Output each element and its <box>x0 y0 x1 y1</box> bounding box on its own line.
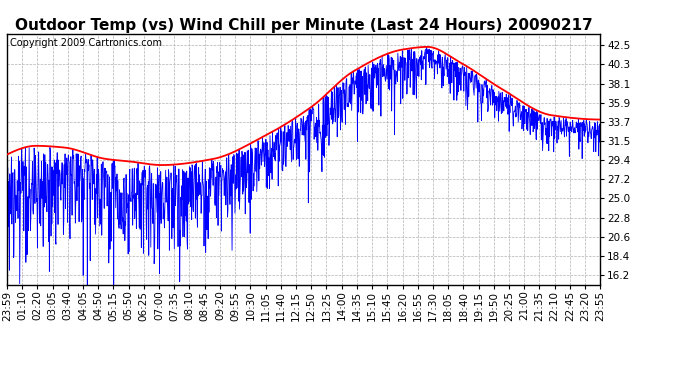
Text: Copyright 2009 Cartronics.com: Copyright 2009 Cartronics.com <box>10 38 162 48</box>
Title: Outdoor Temp (vs) Wind Chill per Minute (Last 24 Hours) 20090217: Outdoor Temp (vs) Wind Chill per Minute … <box>14 18 593 33</box>
